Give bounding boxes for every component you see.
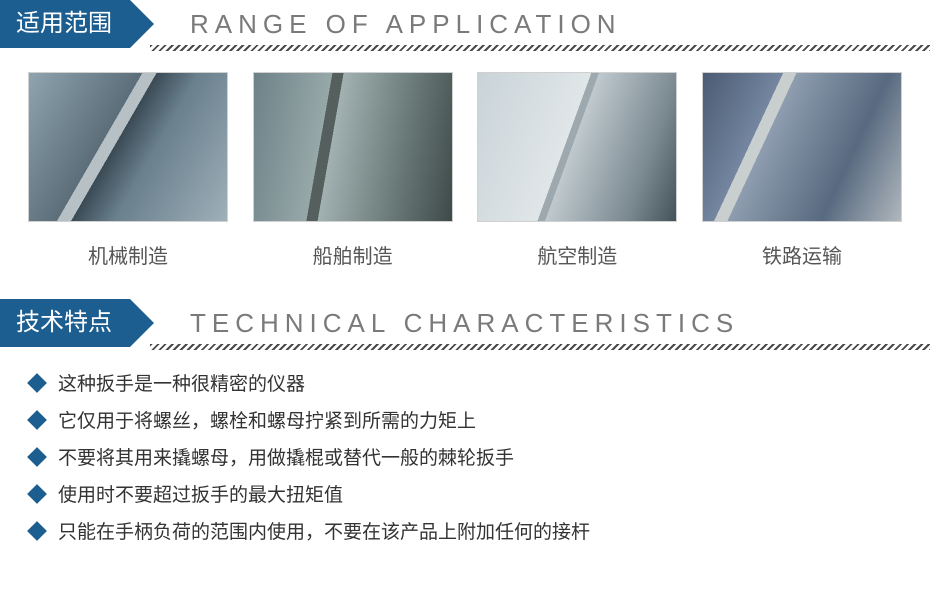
application-caption: 机械制造 [28, 240, 228, 269]
application-image [253, 72, 453, 222]
application-image [477, 72, 677, 222]
bullet-text: 不要将其用来撬螺母，用做撬棍或替代一般的棘轮扳手 [58, 443, 514, 470]
range-badge-text: 适用范围 [16, 10, 112, 37]
bullet-item: 它仅用于将螺丝，螺栓和螺母拧紧到所需的力矩上 [30, 406, 900, 433]
application-card: 铁路运输 [702, 72, 902, 269]
application-card: 机械制造 [28, 72, 228, 269]
application-image [702, 72, 902, 222]
range-header: 适用范围 RANGE OF APPLICATION [0, 0, 930, 48]
diamond-icon [27, 373, 47, 393]
bullet-text: 只能在手柄负荷的范围内使用，不要在该产品上附加任何的接杆 [58, 517, 590, 544]
application-caption: 铁路运输 [702, 240, 902, 269]
diamond-icon [27, 410, 47, 430]
tech-badge-text: 技术特点 [16, 309, 112, 336]
bullet-item: 这种扳手是一种很精密的仪器 [30, 369, 900, 396]
application-card: 船舶制造 [253, 72, 453, 269]
diamond-icon [27, 447, 47, 467]
application-gallery: 机械制造 船舶制造 航空制造 铁路运输 [0, 48, 930, 269]
tech-subtitle: TECHNICAL CHARACTERISTICS [190, 308, 739, 339]
range-subtitle: RANGE OF APPLICATION [190, 9, 622, 40]
application-caption: 航空制造 [477, 240, 677, 269]
bullet-text: 这种扳手是一种很精密的仪器 [58, 369, 305, 396]
application-image [28, 72, 228, 222]
diamond-icon [27, 521, 47, 541]
bullet-item: 使用时不要超过扳手的最大扭矩值 [30, 480, 900, 507]
diamond-icon [27, 484, 47, 504]
application-caption: 船舶制造 [253, 240, 453, 269]
tech-header: 技术特点 TECHNICAL CHARACTERISTICS [0, 299, 930, 347]
bullet-item: 只能在手柄负荷的范围内使用，不要在该产品上附加任何的接杆 [30, 517, 900, 544]
tech-bullets: 这种扳手是一种很精密的仪器 它仅用于将螺丝，螺栓和螺母拧紧到所需的力矩上 不要将… [0, 347, 930, 544]
bullet-text: 使用时不要超过扳手的最大扭矩值 [58, 480, 343, 507]
range-badge: 适用范围 [0, 0, 130, 48]
tech-badge: 技术特点 [0, 299, 130, 347]
application-card: 航空制造 [477, 72, 677, 269]
bullet-text: 它仅用于将螺丝，螺栓和螺母拧紧到所需的力矩上 [58, 406, 476, 433]
bullet-item: 不要将其用来撬螺母，用做撬棍或替代一般的棘轮扳手 [30, 443, 900, 470]
